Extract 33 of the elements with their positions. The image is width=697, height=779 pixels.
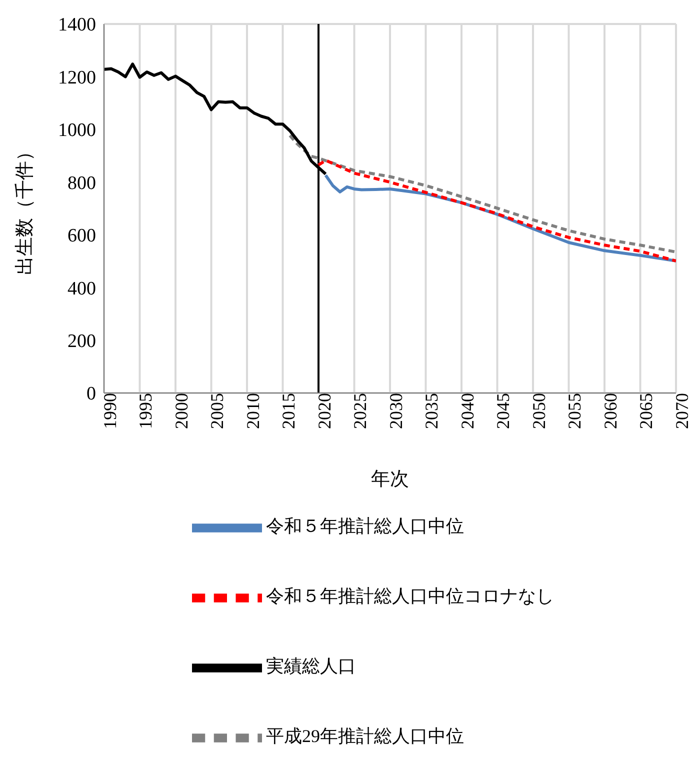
- legend-label: 平成29年推計総人口中位: [266, 726, 464, 746]
- x-axis-title: 年次: [371, 469, 409, 490]
- x-tick-label: 2065: [636, 393, 656, 429]
- x-tick-label: 1995: [136, 393, 156, 429]
- y-tick-label: 1000: [58, 120, 96, 142]
- x-tick-label: 2015: [278, 393, 299, 429]
- y-axis-title: 出生数（千件）: [14, 142, 36, 275]
- x-tick-label: 2050: [528, 393, 549, 429]
- y-tick-label: 1200: [58, 67, 96, 88]
- x-tick-label: 2040: [457, 393, 478, 429]
- legend-label: 令和５年推計総人口中位コロナなし: [266, 586, 554, 606]
- x-tick-label: 1990: [100, 393, 120, 429]
- x-tick-label: 2000: [171, 393, 192, 429]
- x-tick-label: 2005: [207, 393, 228, 429]
- legend-label: 実績総人口: [266, 656, 356, 676]
- line-series: [317, 158, 676, 262]
- x-tick-label: 2070: [672, 393, 692, 429]
- x-tick-label: 2030: [386, 393, 406, 429]
- y-tick-label: 200: [68, 331, 96, 352]
- y-tick-label: 400: [68, 278, 96, 300]
- x-tick-label: 2045: [493, 393, 514, 429]
- x-tick-label: 2020: [314, 393, 334, 429]
- x-tick-label: 2010: [242, 393, 263, 429]
- y-tick-label: 600: [68, 226, 96, 247]
- legend-label: 令和５年推計総人口中位: [266, 516, 464, 536]
- x-tick-label: 2035: [422, 393, 442, 429]
- y-tick-label: 800: [68, 172, 96, 194]
- x-tick-label: 2055: [564, 393, 585, 429]
- y-tick-label: 0: [86, 384, 96, 405]
- line-series: [288, 134, 676, 254]
- y-tick-label: 1400: [58, 14, 96, 36]
- x-tick-label: 2060: [600, 393, 620, 429]
- x-tick-label: 2025: [350, 393, 370, 429]
